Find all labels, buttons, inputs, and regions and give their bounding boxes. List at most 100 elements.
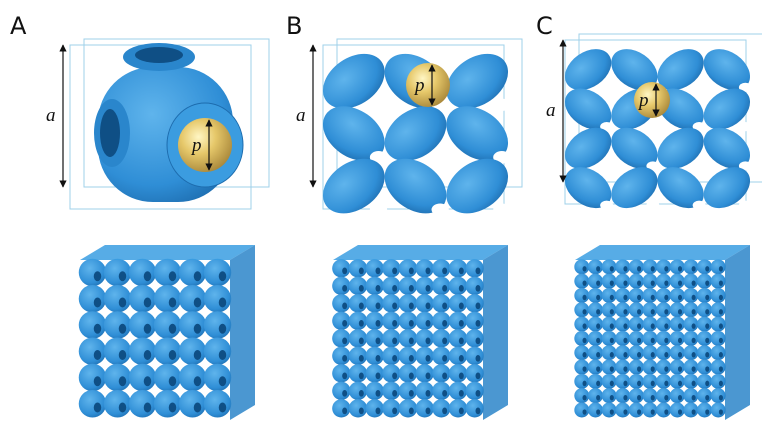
lattice-hole: [358, 285, 364, 292]
lattice-hole: [650, 266, 655, 272]
lattice-hole: [475, 302, 481, 310]
lattice-node: [642, 330, 658, 346]
lattice-hole: [475, 355, 481, 362]
lattice-node: [601, 402, 617, 418]
lattice-node: [432, 364, 451, 383]
lattice-node: [642, 273, 658, 289]
lattice-node: [697, 359, 713, 375]
lattice-hole: [375, 285, 381, 292]
lattice-side: [230, 245, 255, 420]
lattice-node: [669, 345, 685, 361]
lattice-hole: [143, 402, 152, 413]
lattice-node: [398, 276, 418, 296]
panel: Bp a: [286, 12, 523, 420]
lattice-node: [669, 402, 685, 418]
lattice-hole: [691, 409, 696, 415]
lattice-hole: [358, 407, 364, 415]
lattice-node: [642, 259, 658, 275]
lattice-node: [398, 259, 418, 278]
lattice-hole: [342, 267, 348, 275]
lattice-hole: [342, 407, 348, 415]
lattice-hole: [582, 395, 587, 401]
lattice-hole: [342, 390, 348, 397]
lattice-hole: [408, 302, 414, 310]
lattice-hole: [143, 323, 152, 334]
lattice-hole: [677, 409, 683, 415]
lattice-node: [365, 399, 384, 418]
lattice-node: [574, 330, 590, 346]
lattice-node: [628, 402, 644, 418]
lattice-hole: [408, 407, 414, 415]
surface-patch: [703, 49, 751, 91]
lattice-node: [348, 399, 368, 418]
pore: [738, 161, 752, 171]
lattice-node: [178, 337, 207, 365]
pore: [493, 203, 511, 216]
lattice-hole: [582, 309, 587, 315]
lattice-node: [332, 329, 351, 348]
lattice-node: [628, 388, 644, 404]
lattice-node: [642, 302, 658, 318]
lattice-node: [587, 359, 603, 375]
pore: [646, 122, 660, 132]
lattice-node: [415, 259, 434, 278]
lattice-hole: [596, 280, 601, 286]
lattice-hole: [342, 285, 348, 292]
lattice-hole: [582, 380, 587, 387]
lattice-node: [697, 259, 713, 275]
lattice-node: [656, 388, 672, 404]
lattice-hole: [637, 294, 642, 301]
pore: [738, 82, 752, 92]
lattice-top: [333, 245, 508, 260]
lattice-node: [153, 337, 182, 365]
lattice-hole: [442, 337, 448, 345]
lattice-hole: [582, 366, 587, 372]
pore: [431, 203, 449, 216]
lattice-node: [628, 273, 644, 289]
lattice: [332, 245, 508, 420]
lattice-node: [587, 373, 603, 389]
lattice-node: [415, 364, 434, 383]
lattice-node: [448, 346, 468, 366]
surface-patch: [446, 53, 509, 109]
lattice-node: [332, 399, 351, 418]
surface-patch: [564, 167, 612, 209]
lattice-hole: [168, 350, 177, 360]
lattice-node: [587, 388, 603, 404]
unit-cell-structure: [564, 49, 752, 210]
lattice-node: [332, 294, 351, 313]
lattice-node: [382, 364, 401, 383]
lattice-node: [348, 364, 368, 383]
lattice-hole: [118, 350, 127, 360]
lattice-hole: [623, 280, 628, 286]
lattice-hole: [691, 380, 696, 387]
surface-patch: [657, 49, 704, 91]
lattice-hole: [582, 409, 587, 415]
pore: [646, 161, 660, 171]
lattice-node: [697, 287, 713, 303]
lattice-hole: [637, 280, 642, 286]
lattice-node: [669, 330, 685, 346]
lattice-node: [103, 390, 132, 418]
lattice-hole: [93, 350, 102, 360]
lattice-node: [78, 311, 107, 339]
lattice-node: [128, 337, 157, 365]
lattice-node: [642, 402, 658, 418]
lattice-node: [365, 294, 384, 313]
surface-patch: [564, 88, 612, 130]
surface-patch: [703, 88, 751, 130]
lattice-hole: [442, 372, 448, 380]
panel-label: C: [536, 12, 553, 40]
lattice-node: [656, 316, 672, 332]
cell-size-label: a: [296, 105, 306, 126]
lattice-hole: [664, 337, 669, 344]
lattice-node: [601, 259, 617, 275]
lattice-node: [587, 259, 603, 275]
lattice-node: [448, 399, 468, 418]
lattice-node: [642, 373, 658, 389]
lattice-hole: [118, 376, 127, 387]
lattice-hole: [596, 380, 601, 387]
lattice-side: [725, 245, 750, 420]
lattice-node: [697, 388, 713, 404]
